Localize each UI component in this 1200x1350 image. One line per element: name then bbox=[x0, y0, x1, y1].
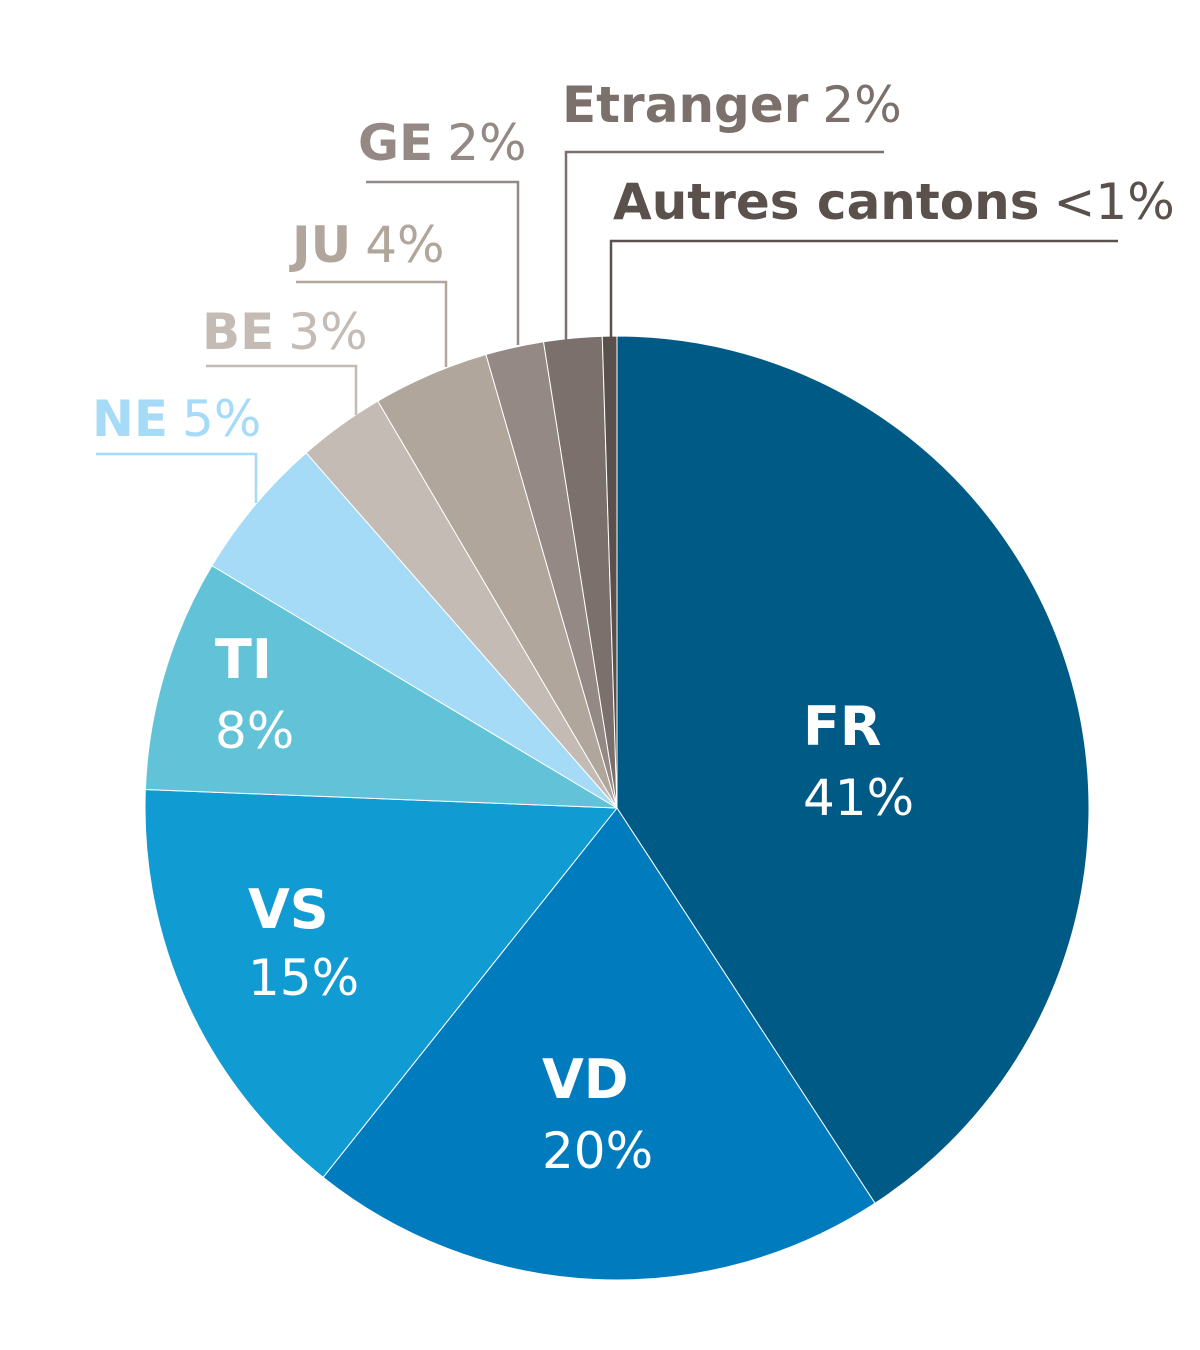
label-ne-value: 5% bbox=[182, 390, 261, 448]
label-be-value: 3% bbox=[288, 303, 367, 361]
label-etranger: Etranger 2% bbox=[562, 76, 902, 134]
label-fr-value: 41% bbox=[803, 769, 914, 827]
label-ge-value: 2% bbox=[447, 114, 526, 172]
label-vd-name: VD bbox=[542, 1048, 629, 1111]
pie-slice-autres-cantons bbox=[601, 335, 618, 809]
label-vs-value: 15% bbox=[248, 949, 359, 1007]
pie-slice-fr bbox=[616, 335, 1090, 1204]
label-be: BE 3% bbox=[202, 303, 368, 361]
label-ti-value: 8% bbox=[215, 702, 294, 760]
label-autres-cantons-value: <1% bbox=[1054, 173, 1175, 231]
label-ge-name: GE bbox=[358, 114, 433, 172]
label-be-name: BE bbox=[202, 303, 274, 361]
leader-line-autres-cantons bbox=[609, 239, 1118, 337]
label-ju-name: JU bbox=[289, 216, 351, 274]
pie-slice-ti bbox=[144, 564, 618, 809]
leader-line-ne bbox=[96, 452, 258, 503]
label-autres-cantons-name: Autres cantons bbox=[613, 173, 1040, 231]
label-ti-name: TI bbox=[215, 628, 272, 691]
label-ju-value: 4% bbox=[365, 216, 444, 274]
pie-slice-ne bbox=[211, 452, 618, 809]
label-etranger-name: Etranger bbox=[562, 76, 809, 134]
leader-line-etranger bbox=[564, 150, 884, 340]
leader-line-ju bbox=[296, 280, 448, 367]
label-fr-name: FR bbox=[803, 695, 881, 758]
label-vs-name: VS bbox=[248, 878, 329, 941]
label-ge: GE 2% bbox=[358, 114, 527, 172]
pie-slice-vs bbox=[144, 789, 619, 1179]
pie-slice-vd bbox=[322, 807, 876, 1281]
label-ne-name: NE bbox=[92, 390, 168, 448]
label-ne: NE 5% bbox=[92, 390, 261, 448]
leader-line-ge bbox=[366, 180, 520, 345]
label-vd-value: 20% bbox=[542, 1122, 653, 1180]
label-autres-cantons: Autres cantons <1% bbox=[613, 173, 1175, 231]
label-ju: JU 4% bbox=[289, 216, 445, 274]
label-etranger-value: 2% bbox=[822, 76, 901, 134]
pie-slices bbox=[144, 335, 1090, 1281]
leader-lines bbox=[96, 150, 1118, 503]
leader-line-be bbox=[206, 364, 358, 415]
